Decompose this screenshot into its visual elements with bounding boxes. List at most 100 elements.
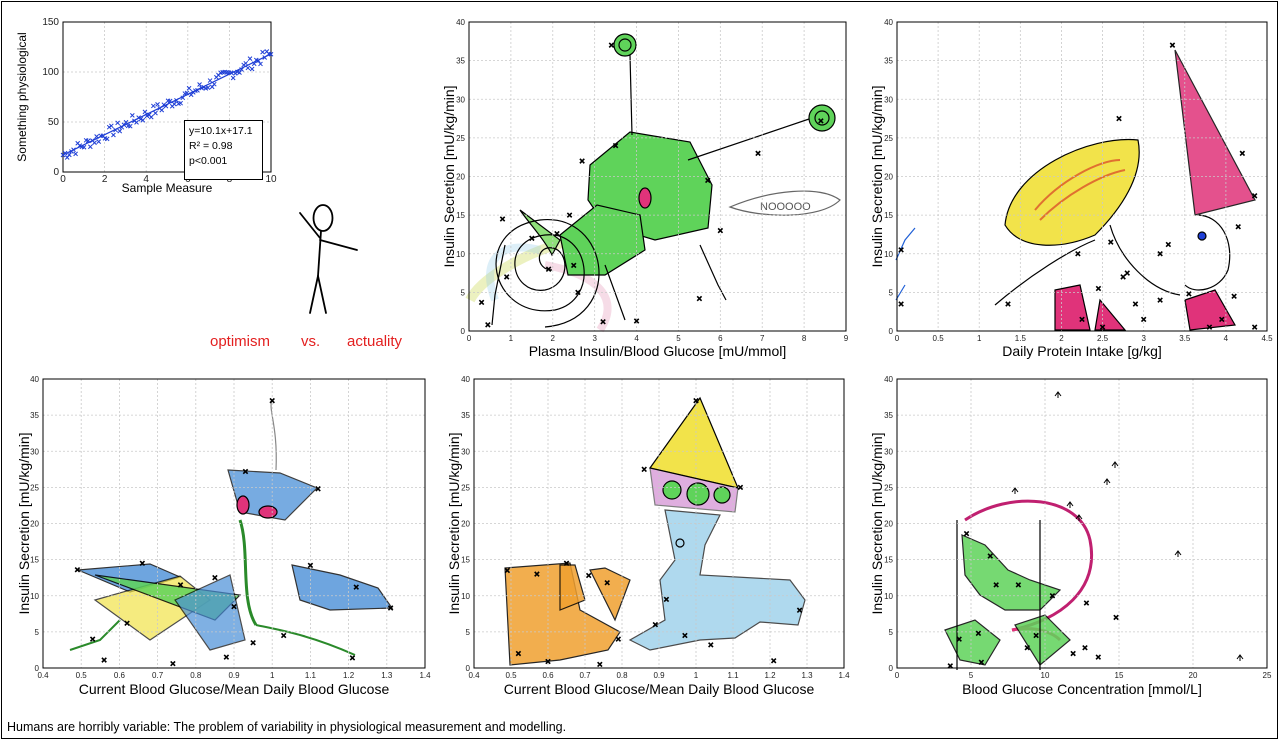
x-tick-label: 1.2 [343, 671, 355, 680]
regression-point [134, 120, 139, 125]
y-tick-label: 30 [884, 447, 893, 456]
grid-lines [474, 379, 844, 668]
data-point [1132, 301, 1139, 307]
x-tick-label: 0 [60, 174, 66, 185]
data-point [74, 566, 81, 573]
x-tick-label: 0.4 [37, 671, 49, 680]
data-point [737, 484, 744, 491]
data-point [818, 118, 824, 124]
x-tick-label: 2 [1059, 334, 1064, 343]
data-points [478, 42, 824, 328]
data-point [1235, 223, 1241, 230]
regression-point [142, 109, 148, 115]
data-point [1070, 650, 1076, 657]
plot-frame [62, 21, 272, 173]
regression-point [150, 103, 156, 109]
y-tick-label: 5 [889, 288, 894, 297]
x-tick-label: 20 [1189, 671, 1198, 680]
x-tick-label: 5 [969, 671, 974, 680]
regression-annotation-box: y=10.1x+17.1 R² = 0.98 p<0.001 [184, 120, 263, 180]
regression-p-value: p<0.001 [189, 155, 228, 167]
x-tick-label: 0.6 [542, 671, 554, 680]
x-tick-label: 0.6 [114, 671, 126, 680]
regression-line [62, 53, 272, 156]
regression-point [115, 120, 120, 126]
x-tick-label: 1 [509, 334, 514, 343]
castle-doodle-chart: 0.4 0.5 0.6 0.7 0.8 0.9 1 1.1 1.2 1.3 1.4 0 5 10 15 20 2… [446, 375, 850, 697]
regression-point [140, 117, 146, 123]
data-point [280, 632, 287, 639]
y-tick-label: 30 [30, 447, 39, 456]
y-tick-label: 35 [884, 411, 893, 420]
regression-point [148, 114, 154, 120]
x-tick-label: 5 [676, 334, 681, 343]
y-tick-label: 35 [461, 411, 470, 420]
data-point [1113, 614, 1119, 621]
data-point [1157, 297, 1163, 303]
y-axis-label: Insulin Secretion [mU/kg/min] [16, 432, 32, 614]
data-point [717, 227, 724, 234]
data-point [1251, 193, 1258, 199]
y-tick-label: 40 [884, 375, 893, 384]
regression-point [111, 132, 116, 138]
bug-icons [1011, 391, 1244, 661]
data-point [499, 216, 506, 222]
regression-point [129, 113, 135, 118]
y-tick-label: 25 [461, 483, 470, 492]
y-tick-label: 40 [461, 375, 470, 384]
regression-point [186, 85, 192, 91]
data-point [696, 295, 703, 302]
data-point [315, 486, 321, 492]
data-point [579, 158, 585, 164]
data-point [1005, 301, 1011, 307]
regression-point [73, 151, 78, 157]
data-point [1079, 316, 1085, 323]
x-axis-label: Blood Glucose Concentration [mmol/L] [962, 681, 1202, 697]
y-tick-label: 5 [35, 628, 40, 637]
data-point [597, 661, 603, 668]
x-tick-label: 1.3 [381, 671, 393, 680]
data-point [1251, 324, 1258, 330]
data-point [1082, 645, 1088, 651]
plant-drawing [69, 399, 394, 656]
y-tick-label: 25 [884, 134, 893, 143]
data-point [956, 636, 962, 642]
nooooo-annotation: NOOOOO [760, 201, 811, 213]
data-point [1049, 592, 1056, 599]
x-tick-label: 0.5 [505, 671, 517, 680]
data-point [1219, 316, 1225, 323]
vs-label: vs. [301, 333, 321, 350]
data-point [898, 247, 904, 253]
face-doodle-chart: 0 0.5 1 1.5 2 2.5 3 3.5 4 4.5 0 5 10 15 20 25 30 35 40 Dail… [869, 18, 1273, 359]
data-point [1108, 239, 1114, 245]
data-point [1033, 632, 1039, 639]
regression-point [87, 144, 93, 150]
data-point [223, 654, 230, 660]
y-tick-label: 0 [889, 664, 894, 673]
grid-lines [469, 22, 846, 331]
y-axis-label: Insulin Secretion [mU/kg/min] [446, 432, 462, 614]
data-point [1075, 250, 1081, 257]
regression-point [104, 136, 110, 142]
data-point [177, 582, 184, 588]
data-point [545, 658, 551, 665]
regression-point [96, 139, 102, 145]
y-tick-label: 20 [884, 520, 893, 529]
x-tick-label: 0.7 [152, 671, 164, 680]
data-point [585, 572, 592, 579]
regression-point [153, 110, 158, 116]
grid-lines [897, 379, 1267, 668]
regression-chart: 0246810050100150Sample MeasureSomething … [15, 17, 277, 195]
data-point [1140, 316, 1147, 323]
regression-point [92, 140, 97, 146]
data-point [663, 596, 670, 603]
y-tick-label: 10 [30, 592, 39, 601]
y-tick-label: 40 [30, 375, 39, 384]
y-tick-label: 10 [461, 592, 470, 601]
data-points [504, 397, 803, 668]
y-tick-label: 15 [884, 211, 893, 220]
y-axis-label: Something physiological [15, 32, 29, 161]
data-point [212, 574, 218, 581]
actuality-label: actuality [347, 333, 403, 350]
